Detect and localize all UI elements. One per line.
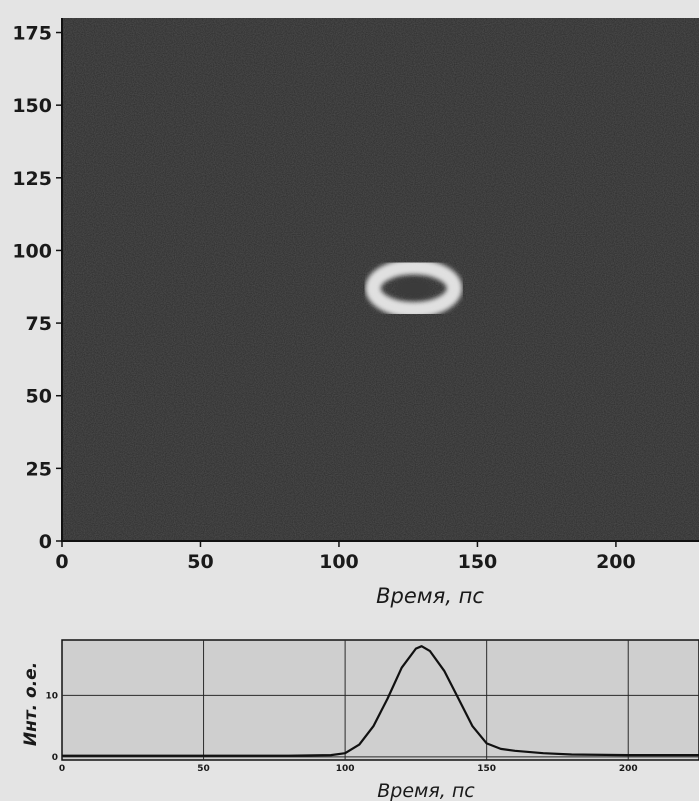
heatmap-y-tick-label: 0	[39, 531, 52, 553]
heatmap-y-tick-label: 125	[12, 168, 52, 190]
heatmap-y-ticks: 0 25 50 75 100 125 150 175	[12, 23, 62, 553]
heatmap-x-tick-label: 50	[187, 551, 213, 573]
heatmap-x-tick-label: 100	[319, 551, 359, 573]
profile-x-tick-label: 50	[197, 764, 210, 774]
heatmap-y-tick-label: 50	[26, 386, 52, 408]
heatmap-x-tick-label: 200	[596, 551, 636, 573]
profile-x-axis-label: Время, пс	[377, 780, 475, 801]
intensity-profile-chart: 0 50 100 150 200 0 10 Время, пс Инт. о.е.	[21, 640, 699, 801]
heatmap-x-tick-label: 150	[458, 551, 498, 573]
heatmap-y-tick-label: 150	[12, 95, 52, 117]
profile-plot-background	[62, 640, 699, 760]
profile-y-axis-label: Инт. о.е.	[21, 662, 41, 746]
heatmap-x-tick-label: 0	[55, 551, 68, 573]
profile-y-tick-label: 0	[52, 753, 58, 763]
profile-x-tick-label: 0	[59, 764, 65, 774]
heatmap-y-tick-label: 25	[26, 458, 52, 480]
streak-image-chart: 0 50 100 150 200 0 25 50 75 100 125 150 175 Время, …	[12, 18, 699, 608]
profile-x-tick-label: 150	[477, 764, 496, 774]
heatmap-x-ticks: 0 50 100 150 200	[55, 541, 635, 573]
heatmap-y-tick-label: 75	[26, 313, 52, 335]
profile-x-tick-label: 200	[619, 764, 638, 774]
profile-x-tick-label: 100	[336, 764, 355, 774]
heatmap-y-tick-label: 175	[12, 23, 52, 45]
ring-core-0	[396, 279, 431, 297]
heatmap-y-tick-label: 100	[12, 240, 52, 262]
heatmap-x-axis-label: Время, пс	[376, 584, 484, 608]
profile-y-tick-label: 10	[45, 691, 58, 701]
profile-y-ticks: 0 10	[45, 691, 58, 763]
profile-x-ticks: 0 50 100 150 200	[59, 764, 638, 774]
